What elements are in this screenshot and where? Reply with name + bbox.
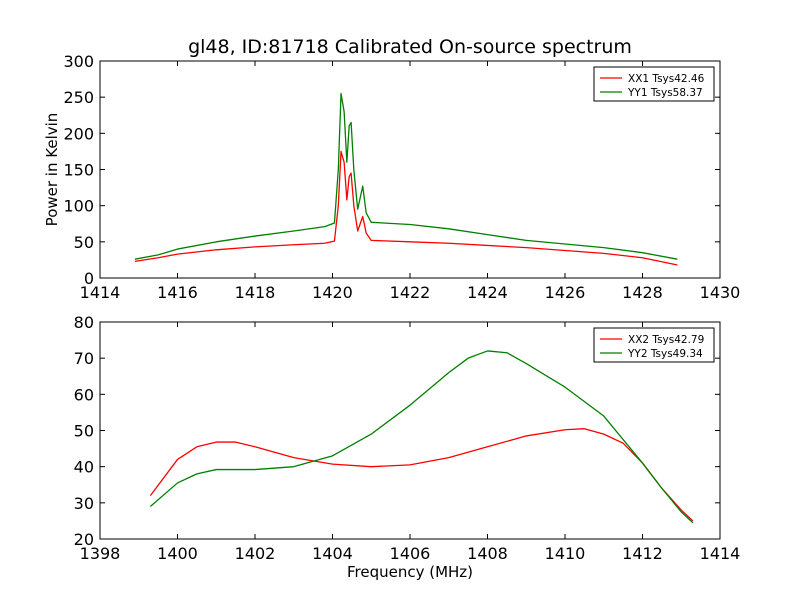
top-y-tick-label: 0: [84, 269, 94, 288]
bottom-x-tick-label: 1406: [390, 544, 431, 563]
bottom-y-tick-label: 20: [74, 530, 94, 549]
top-x-tick-label: 1422: [390, 283, 431, 302]
chart-title: gl48, ID:81718 Calibrated On-source spec…: [188, 36, 632, 58]
top-x-tick-label: 1418: [235, 283, 276, 302]
bottom-y-tick-label: 80: [74, 313, 94, 332]
bottom-y-tick-label: 50: [74, 422, 94, 441]
bottom-x-tick-label: 1398: [80, 544, 121, 563]
top-legend: XX1 Tsys42.46 YY1 Tsys58.37: [593, 66, 715, 102]
bottom-x-tick-label: 1414: [700, 544, 741, 563]
top-x-tick-label: 1424: [467, 283, 508, 302]
bottom-legend-entry: XX2 Tsys42.79: [628, 334, 704, 346]
bottom-legend-entry: YY2 Tsys49.34: [627, 348, 703, 360]
top-y-tick-label: 100: [63, 197, 94, 216]
bottom-x-tick-label: 1404: [312, 544, 353, 563]
top-x-tick-label: 1428: [622, 283, 663, 302]
bottom-series-line-1: [149, 428, 694, 522]
bottom-series-line-2: [149, 350, 694, 524]
bottom-y-tick-label: 70: [74, 349, 94, 368]
top-legend-entry: XX1 Tsys42.46: [628, 73, 705, 85]
x-axis-label: Frequency (MHz): [347, 563, 473, 581]
top-x-tick-label: 1414: [80, 283, 121, 302]
top-y-tick-label: 250: [63, 88, 94, 107]
top-y-tick-label: 300: [63, 52, 94, 71]
bottom-x-tick-label: 1400: [157, 544, 198, 563]
bottom-x-tick-label: 1408: [467, 544, 508, 563]
top-series-line-1: [134, 150, 678, 266]
top-x-tick-label: 1420: [312, 283, 353, 302]
top-legend-entry: YY1 Tsys58.37: [627, 87, 703, 99]
top-x-tick-label: 1416: [157, 283, 198, 302]
top-y-tick-label: 200: [63, 124, 94, 143]
bottom-y-tick-label: 60: [74, 385, 94, 404]
top-x-tick-label: 1426: [545, 283, 586, 302]
bottom-x-tick-label: 1412: [622, 544, 663, 563]
bottom-y-tick-label: 30: [74, 494, 94, 513]
top-panel: 1414 1416 1418 1420 1422 1424 1426 1428 1430 0 50 1…: [43, 52, 740, 302]
bottom-legend: XX2 Tsys42.79 YY2 Tsys49.34: [593, 327, 715, 363]
top-x-tick-label: 1430: [700, 283, 741, 302]
bottom-y-tick-label: 40: [74, 458, 94, 477]
bottom-x-tick-label: 1402: [235, 544, 276, 563]
top-y-tick-label: 50: [74, 233, 94, 252]
bottom-x-tick-label: 1410: [545, 544, 586, 563]
bottom-legend-box: [593, 327, 715, 363]
top-y-tick-label: 150: [63, 161, 94, 180]
top-y-axis-label: Power in Kelvin: [43, 113, 61, 227]
bottom-panel: 1398 1400 1402 1404 1406 1408 1410 1412 1414 20 30…: [74, 313, 741, 563]
top-series-line-2: [134, 92, 678, 260]
top-legend-box: [593, 66, 715, 102]
